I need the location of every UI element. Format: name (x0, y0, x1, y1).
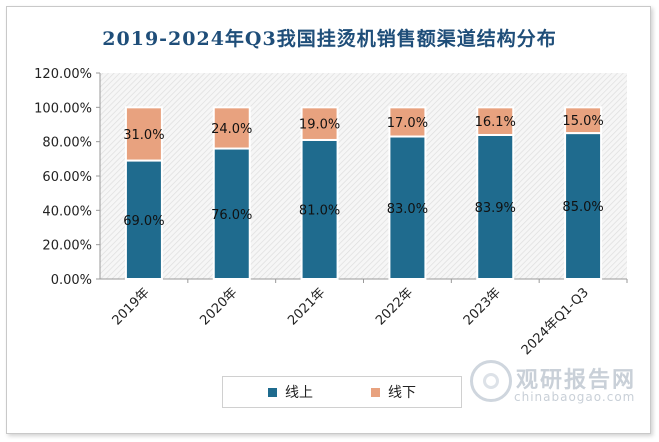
y-tick-label: 120.00% (34, 67, 92, 82)
x-tick-label: 2022年 (373, 285, 416, 328)
legend-item-offline: 线下 (371, 382, 416, 402)
x-tick-label: 2021年 (285, 285, 328, 328)
data-label-online: 85.0% (562, 200, 603, 215)
legend: 线上 线下 (222, 376, 462, 408)
data-label-offline: 15.0% (562, 114, 603, 129)
data-label-online: 81.0% (299, 203, 340, 218)
x-axis: 2019年 2020年 2021年 2022年 2023年 2024年Q1-Q3 (100, 278, 628, 358)
data-label-online: 76.0% (211, 208, 252, 223)
legend-label-online: 线上 (285, 385, 313, 401)
bar-offline (388, 106, 427, 138)
y-tick-label: 100.00% (34, 101, 92, 116)
data-label-offline: 31.0% (123, 128, 164, 143)
y-tick-label: 60.00% (42, 170, 92, 185)
data-label-offline: 16.1% (475, 115, 516, 130)
data-label-online: 83.0% (387, 202, 428, 217)
plot-area (100, 73, 627, 279)
bar-offline (564, 106, 603, 135)
y-tick-label: 40.00% (42, 204, 92, 219)
bar-online (300, 138, 339, 280)
data-label-offline: 19.0% (299, 118, 340, 133)
chart-title: 2019-2024年Q3我国挂烫机销售额渠道结构分布 (102, 28, 557, 50)
bar-series (124, 106, 603, 280)
legend-swatch-offline (371, 387, 380, 397)
watermark: 观研报告网 chinabaogao.com (470, 360, 650, 410)
watermark-main: 观研报告网 (516, 368, 637, 393)
bar-online (212, 147, 251, 280)
data-label-online: 69.0% (123, 214, 164, 229)
bar-offline (476, 106, 515, 136)
bar-offline (300, 106, 339, 141)
data-label-offline: 24.0% (211, 122, 252, 137)
watermark-sub: chinabaogao.com (514, 390, 636, 404)
legend-label-offline: 线下 (388, 385, 416, 401)
bar-offline (124, 106, 163, 162)
x-tick-label: 2019年 (110, 285, 153, 328)
bar-online (564, 132, 603, 280)
y-axis: 0.00% 20.00% 40.00% 60.00% 80.00% 100.00% 120.… (34, 67, 101, 288)
x-tick-label: 2024年Q1-Q3 (519, 285, 592, 358)
watermark-logo-icon (470, 360, 512, 402)
bar-offline (212, 106, 251, 150)
y-tick-label: 20.00% (42, 239, 92, 254)
x-tick-label: 2020年 (197, 285, 240, 328)
data-labels: 69.0% 31.0% 76.0% 24.0% 81.0% 19.0% 83.0% 17.0%… (123, 114, 603, 229)
x-tick-label: 2023年 (461, 285, 504, 328)
y-tick-label: 80.00% (42, 136, 92, 151)
legend-item-online: 线上 (268, 382, 313, 402)
data-label-online: 83.9% (475, 201, 516, 216)
data-label-offline: 17.0% (387, 116, 428, 131)
y-tick-label: 0.00% (51, 273, 92, 288)
legend-swatch-online (268, 387, 277, 397)
